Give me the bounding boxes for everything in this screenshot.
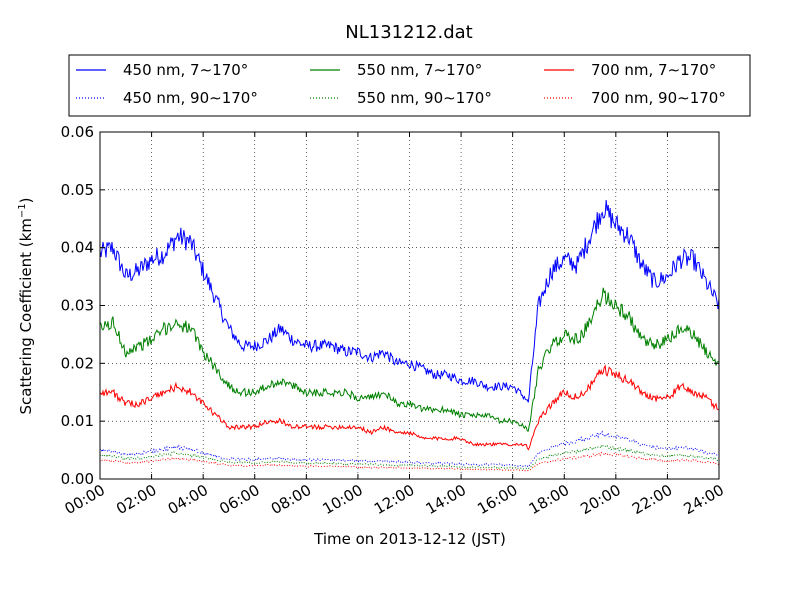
chart-title: NL131212.dat [345, 22, 472, 43]
legend-label: 550 nm, 7∼170° [357, 61, 482, 79]
x-axis-label: Time on 2013-12-12 (JST) [313, 530, 506, 548]
y-tick-label: 0.02 [61, 354, 94, 372]
series-line [99, 364, 720, 451]
y-tick-label: 0.05 [61, 181, 94, 199]
legend-box [68, 54, 751, 117]
series-line [99, 444, 720, 470]
y-tick-label: 0.04 [61, 239, 94, 257]
legend: 450 nm, 7∼170° 550 nm, 7∼170° 700 nm, 7∼17… [68, 54, 751, 117]
y-axis-label: Scattering Coefficient (km−1) [17, 197, 35, 414]
series-line [99, 200, 720, 403]
plot-area [100, 132, 719, 479]
legend-label: 450 nm, 7∼170° [123, 61, 248, 79]
series-line [99, 430, 720, 468]
legend-label: 450 nm, 90∼170° [123, 89, 258, 107]
y-tick-label: 0.06 [61, 123, 94, 141]
series-line [99, 451, 720, 472]
legend-label: 700 nm, 90∼170° [591, 89, 726, 107]
legend-label: 700 nm, 7∼170° [591, 61, 716, 79]
series-layer [99, 200, 720, 472]
y-tick-label: 0.03 [61, 297, 94, 315]
y-tick-label: 0.01 [61, 412, 94, 430]
series-line [99, 287, 720, 432]
y-axis-label-main: Scattering Coefficient (km [17, 218, 35, 414]
y-axis-label-end: ) [17, 197, 35, 203]
y-tick-label: 0.00 [61, 470, 94, 488]
legend-label: 550 nm, 90∼170° [357, 89, 492, 107]
y-axis-label-superscript: −1 [17, 203, 28, 218]
